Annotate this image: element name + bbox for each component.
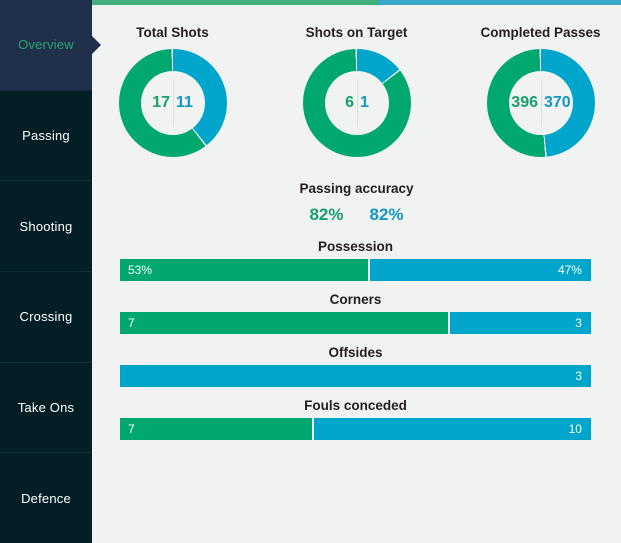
donut-away-value: 370 (543, 94, 571, 111)
stat-bar-away-segment: 10 (314, 418, 591, 440)
donut-center: 6 1 (324, 71, 389, 135)
donut-center: 396 370 (508, 71, 573, 135)
donut-away-value: 11 (175, 94, 193, 111)
stat-bar-corners: Corners 7 3 (120, 292, 591, 334)
stat-bar-home-value: 7 (128, 316, 135, 330)
sidebar-item-label: Crossing (19, 309, 73, 325)
donut-home-value: 6 (344, 94, 354, 111)
stat-bar-label: Offsides (328, 345, 383, 360)
top-accent-bar-away (377, 0, 621, 5)
stat-bar-label: Corners (329, 292, 382, 307)
stat-bar-home-value: 53% (128, 263, 153, 277)
donut-home-value: 396 (510, 94, 538, 111)
stat-bar-track: 7 3 (120, 312, 591, 334)
sidebar-item-label: Shooting (19, 218, 73, 234)
stats-content: Total Shots 17 11 Shots on Target (92, 0, 621, 440)
stat-bars: Possession 53% 47% Corners 7 (92, 239, 621, 440)
passing-accuracy-values: 82% 82% (92, 205, 621, 225)
donut-title: Total Shots (136, 25, 209, 40)
sidebar: Overview Passing Shooting Crossing Take … (0, 0, 101, 543)
sidebar-item-label: Passing (22, 128, 70, 143)
donut-chart: 396 370 (486, 49, 595, 157)
passing-accuracy-title: Passing accuracy (299, 181, 414, 196)
sidebar-item-crossing[interactable]: Crossing (0, 271, 92, 362)
donut-center-divider (356, 79, 357, 127)
donut-chart: 6 1 (302, 49, 411, 157)
stat-bar-track: 3 (120, 365, 591, 387)
donut-title: Completed Passes (480, 25, 601, 40)
sidebar-item-label: Take Ons (17, 400, 75, 416)
passing-accuracy-away: 82% (369, 205, 404, 224)
stat-bar-home-segment: 7 (120, 418, 315, 440)
stat-bar-away-value: 10 (568, 422, 582, 436)
sidebar-item-label: Defence (21, 490, 71, 506)
stat-bar-away-segment: 47% (369, 259, 591, 281)
main-panel: Total Shots 17 11 Shots on Target (92, 0, 621, 543)
active-pointer-arrow-icon (92, 35, 101, 54)
donut-card-completed-passes: Completed Passes 396 370 (465, 25, 617, 157)
sidebar-item-overview[interactable]: Overview (0, 0, 101, 90)
passing-accuracy-home: 82% (309, 205, 344, 224)
stat-bar-away-value: 3 (575, 316, 582, 330)
donut-card-shots-on-target: Shots on Target 6 1 (281, 25, 433, 157)
stat-bar-away-value: 47% (557, 263, 582, 277)
donut-center-divider (540, 79, 541, 127)
sidebar-item-defence[interactable]: Defence (0, 452, 92, 543)
stat-bar-away-value: 3 (575, 369, 582, 383)
donut-center: 17 11 (140, 71, 205, 135)
stat-bar-away-segment: 3 (120, 365, 591, 387)
top-accent-bar-home (92, 0, 378, 5)
donut-away-value: 1 (359, 94, 369, 111)
top-accent-bar (92, 0, 621, 5)
donut-chart: 17 11 (118, 49, 227, 157)
stat-bar-home-value: 7 (128, 422, 135, 436)
sidebar-item-take-ons[interactable]: Take Ons (0, 361, 92, 453)
donut-center-divider (172, 79, 173, 127)
sidebar-item-label: Overview (18, 37, 74, 53)
stat-bar-away-segment: 3 (449, 312, 591, 334)
stat-bar-track: 53% 47% (120, 259, 591, 281)
passing-accuracy-block: Passing accuracy 82% 82% (92, 181, 621, 225)
stat-bar-home-segment: 53% (120, 259, 370, 281)
sidebar-item-shooting[interactable]: Shooting (0, 180, 92, 271)
sidebar-item-passing[interactable]: Passing (0, 89, 92, 181)
stat-bar-fouls-conceded: Fouls conceded 7 10 (120, 398, 591, 440)
donut-home-value: 17 (151, 94, 170, 111)
stat-bar-home-segment: 7 (120, 312, 450, 334)
stat-bar-offsides: Offsides 3 (120, 345, 591, 387)
stat-bar-track: 7 10 (120, 418, 591, 440)
donut-card-total-shots: Total Shots 17 11 (97, 25, 249, 157)
stat-bar-possession: Possession 53% 47% (120, 239, 591, 281)
donut-title: Shots on Target (305, 25, 408, 40)
stat-bar-label: Possession (317, 239, 394, 254)
donut-chart-row: Total Shots 17 11 Shots on Target (92, 5, 621, 157)
stat-bar-label: Fouls conceded (304, 398, 407, 413)
